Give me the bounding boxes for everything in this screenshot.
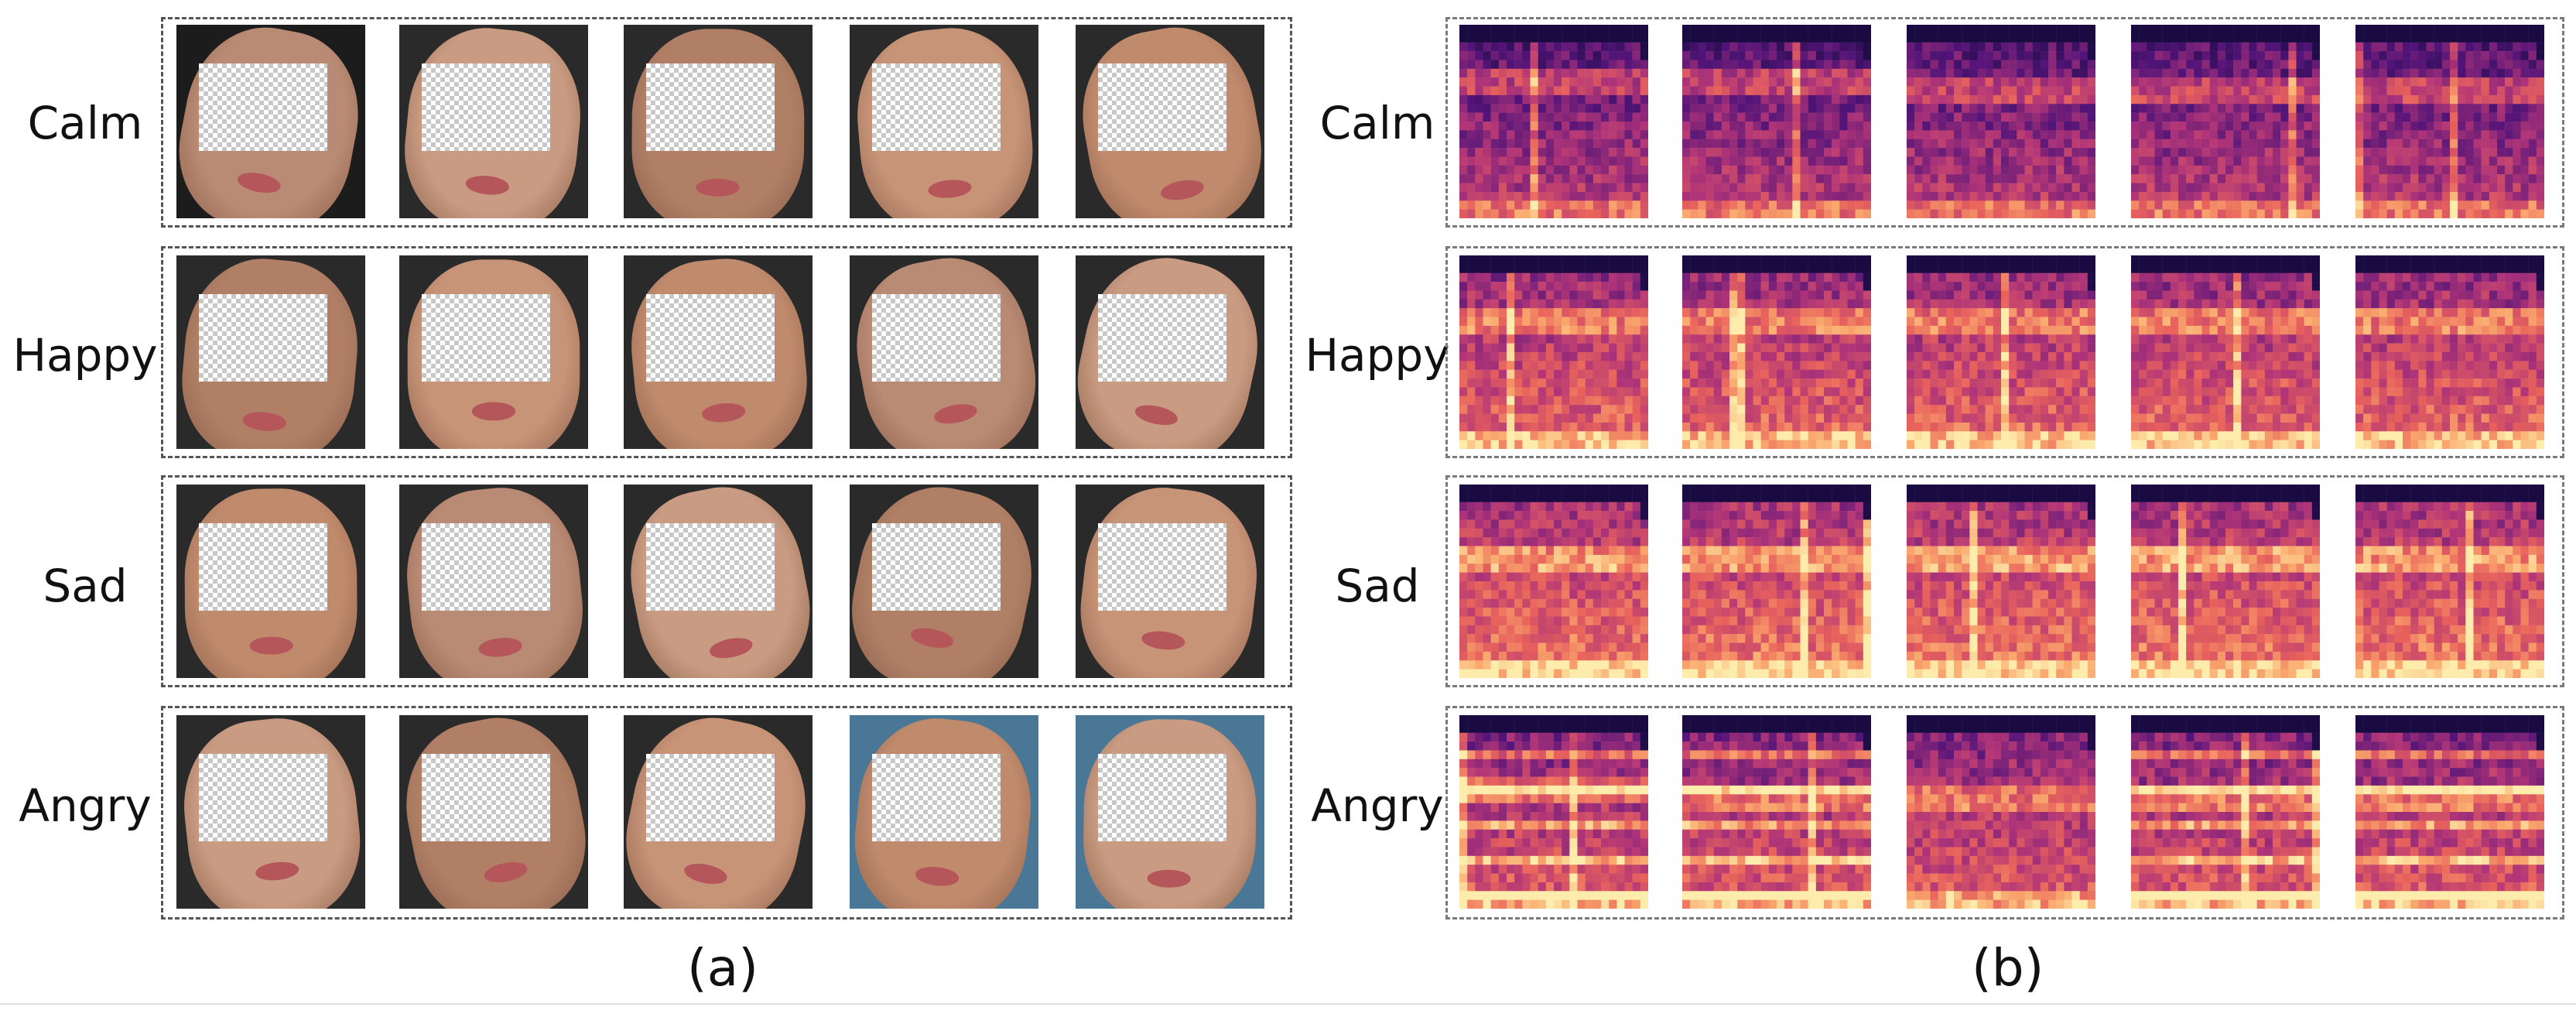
face-image-sad-3 bbox=[624, 485, 812, 678]
face-group-sad bbox=[161, 475, 1292, 687]
spectrogram-calm-3 bbox=[1907, 25, 2095, 218]
privacy-mask bbox=[872, 523, 1001, 611]
face-image-angry-1 bbox=[176, 715, 365, 909]
spectrogram-group-happy bbox=[1445, 246, 2564, 458]
face-image-calm-2 bbox=[399, 25, 588, 218]
spectrogram-happy-4 bbox=[2131, 255, 2320, 449]
spectrogram-angry-2 bbox=[1682, 715, 1871, 909]
face-image-calm-3 bbox=[624, 25, 812, 218]
privacy-mask bbox=[1098, 63, 1227, 151]
privacy-mask bbox=[872, 294, 1001, 382]
row-label-calm-b: Calm bbox=[1319, 97, 1435, 149]
spectrogram-calm-2 bbox=[1682, 25, 1871, 218]
privacy-mask bbox=[422, 523, 551, 611]
spectrogram-calm-5 bbox=[2355, 25, 2544, 218]
face-image-calm-1 bbox=[176, 25, 365, 218]
face-image-sad-1 bbox=[176, 485, 365, 678]
privacy-mask bbox=[646, 754, 775, 841]
face-image-happy-4 bbox=[850, 255, 1038, 449]
row-label-happy-a: Happy bbox=[12, 329, 158, 382]
face-image-happy-5 bbox=[1076, 255, 1264, 449]
privacy-mask bbox=[646, 523, 775, 611]
privacy-mask bbox=[872, 754, 1001, 841]
spectrogram-sad-1 bbox=[1459, 485, 1648, 678]
row-label-sad-a: Sad bbox=[43, 560, 128, 612]
spectrogram-sad-5 bbox=[2355, 485, 2544, 678]
spectrogram-sad-3 bbox=[1907, 485, 2095, 678]
spectrogram-group-calm bbox=[1445, 17, 2564, 228]
row-label-calm-a: Calm bbox=[27, 97, 143, 149]
face-image-calm-5 bbox=[1076, 25, 1264, 218]
spectrogram-calm-4 bbox=[2131, 25, 2320, 218]
face-image-angry-2 bbox=[399, 715, 588, 909]
privacy-mask bbox=[422, 63, 551, 151]
spectrogram-angry-4 bbox=[2131, 715, 2320, 909]
privacy-mask bbox=[646, 294, 775, 382]
face-image-angry-3 bbox=[624, 715, 812, 909]
privacy-mask bbox=[1098, 523, 1227, 611]
bottom-divider bbox=[0, 1003, 2576, 1005]
spectrogram-calm-1 bbox=[1459, 25, 1648, 218]
spectrogram-group-angry bbox=[1445, 706, 2564, 920]
spectrogram-angry-5 bbox=[2355, 715, 2544, 909]
face-image-happy-3 bbox=[624, 255, 812, 449]
face-image-calm-4 bbox=[850, 25, 1038, 218]
spectrogram-sad-2 bbox=[1682, 485, 1871, 678]
privacy-mask bbox=[422, 294, 551, 382]
face-image-sad-5 bbox=[1076, 485, 1264, 678]
privacy-mask bbox=[1098, 294, 1227, 382]
privacy-mask bbox=[422, 754, 551, 841]
face-image-happy-1 bbox=[176, 255, 365, 449]
privacy-mask bbox=[199, 523, 328, 611]
face-image-sad-2 bbox=[399, 485, 588, 678]
face-group-happy bbox=[161, 246, 1292, 458]
caption-b: (b) bbox=[1972, 938, 2044, 998]
spectrogram-sad-4 bbox=[2131, 485, 2320, 678]
spectrogram-happy-3 bbox=[1907, 255, 2095, 449]
spectrogram-group-sad bbox=[1445, 475, 2564, 687]
caption-a: (a) bbox=[687, 938, 758, 998]
spectrogram-happy-2 bbox=[1682, 255, 1871, 449]
privacy-mask bbox=[1098, 754, 1227, 841]
privacy-mask bbox=[199, 754, 328, 841]
row-label-happy-b: Happy bbox=[1305, 329, 1450, 382]
spectrogram-angry-1 bbox=[1459, 715, 1648, 909]
face-image-sad-4 bbox=[850, 485, 1038, 678]
face-image-happy-2 bbox=[399, 255, 588, 449]
row-label-angry-a: Angry bbox=[19, 779, 152, 832]
row-label-sad-b: Sad bbox=[1335, 560, 1420, 612]
privacy-mask bbox=[199, 63, 328, 151]
face-image-angry-4 bbox=[850, 715, 1038, 909]
spectrogram-happy-1 bbox=[1459, 255, 1648, 449]
privacy-mask bbox=[872, 63, 1001, 151]
row-label-angry-b: Angry bbox=[1311, 779, 1444, 832]
privacy-mask bbox=[199, 294, 328, 382]
face-image-angry-5 bbox=[1076, 715, 1264, 909]
spectrogram-angry-3 bbox=[1907, 715, 2095, 909]
spectrogram-happy-5 bbox=[2355, 255, 2544, 449]
face-group-calm bbox=[161, 17, 1292, 228]
privacy-mask bbox=[646, 63, 775, 151]
face-group-angry bbox=[161, 706, 1292, 920]
